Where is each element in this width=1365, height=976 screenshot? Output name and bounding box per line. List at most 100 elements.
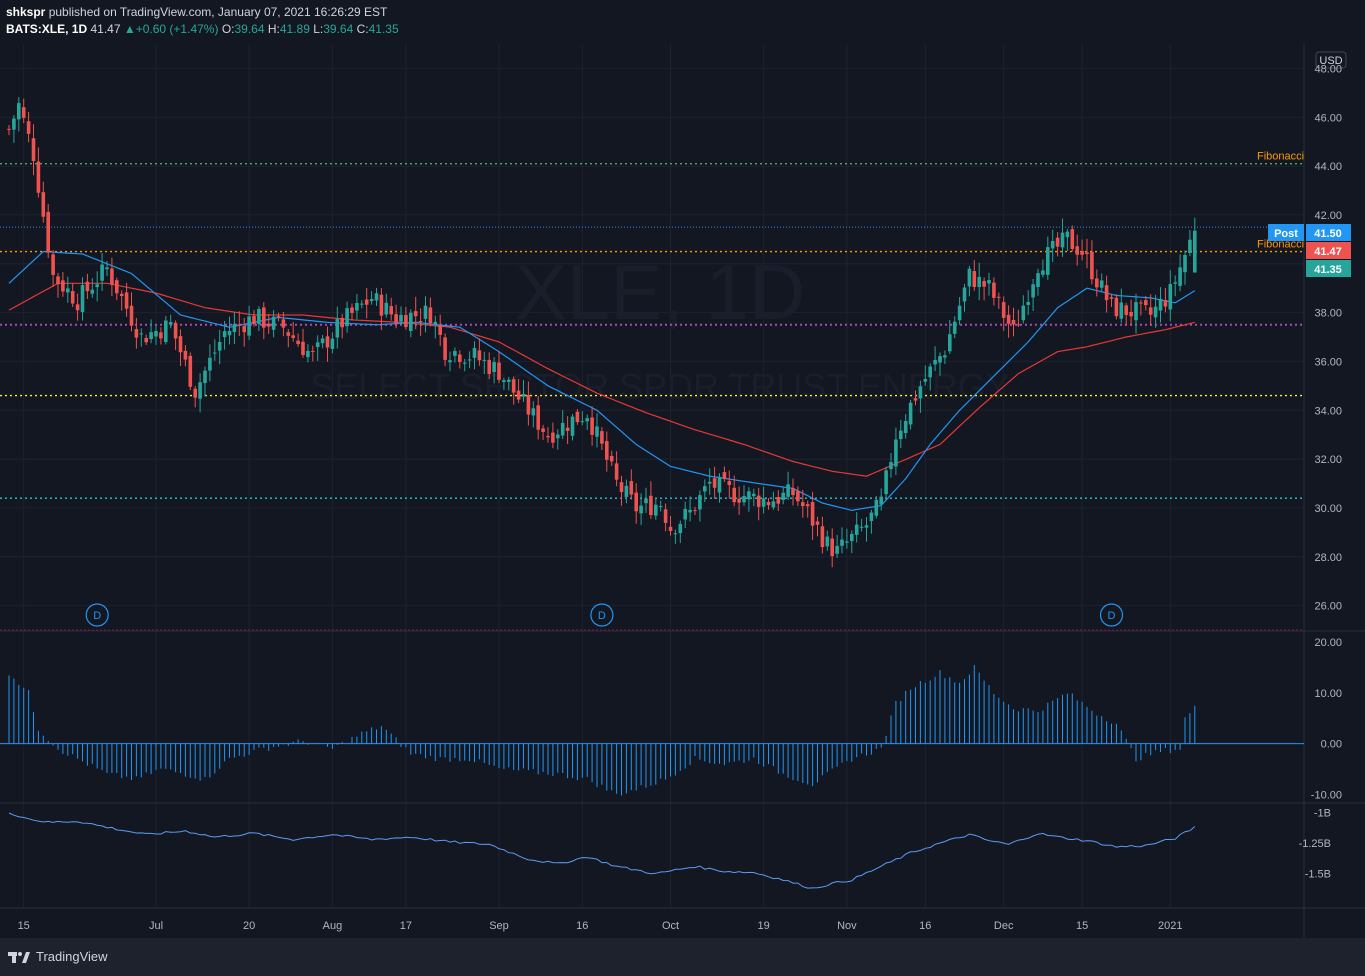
candle-body: [879, 496, 883, 505]
candle-body: [639, 505, 643, 514]
candle-body: [815, 521, 820, 525]
candle-body: [913, 398, 918, 401]
watermark-symbol: XLE, 1D: [515, 248, 805, 336]
candle-body: [1139, 302, 1143, 304]
candle-body: [952, 321, 957, 334]
candle-body: [595, 426, 599, 437]
candle-body: [1129, 311, 1133, 317]
fast-moving-average-line: [8, 250, 1196, 512]
candle-body: [1124, 305, 1128, 315]
price-tick-label: 36.00: [1314, 356, 1342, 368]
fibonacci-label: Fibonacci: [1257, 239, 1304, 251]
candle-body: [1006, 314, 1011, 324]
candle-body: [869, 512, 874, 522]
time-tick-label: Jul: [149, 920, 163, 932]
candle-body: [164, 320, 168, 342]
candle-body: [26, 121, 31, 134]
candle-body: [448, 360, 452, 363]
candle-body: [766, 502, 771, 506]
candle-body: [786, 484, 790, 497]
candle-body: [619, 482, 624, 493]
candle-body: [1026, 301, 1030, 305]
author-name[interactable]: shkspr: [6, 5, 46, 19]
candle-body: [193, 388, 197, 398]
candle-body: [805, 504, 810, 507]
candle-body: [776, 497, 781, 504]
low-value: 39.64: [323, 22, 354, 36]
candle-body: [957, 305, 962, 321]
candle-body: [46, 211, 50, 253]
candle-body: [580, 421, 585, 423]
candle-body: [1041, 270, 1045, 275]
candle-body: [575, 411, 580, 423]
time-tick-label: Aug: [323, 920, 343, 932]
grid-lines: [0, 44, 1365, 938]
candle-body: [1046, 247, 1050, 275]
candle-body: [1055, 237, 1060, 247]
candle-body: [178, 336, 183, 353]
candle-body: [335, 318, 340, 338]
candle-body: [717, 476, 722, 493]
open-label: O:: [221, 22, 235, 36]
price-tick-label: 46.00: [1314, 112, 1342, 124]
symbol-label[interactable]: BATS:XLE, 1D: [6, 22, 88, 36]
candle-body: [1158, 298, 1163, 311]
candle-body: [1114, 297, 1119, 317]
candle-body: [443, 337, 447, 360]
candle-body: [972, 271, 977, 287]
candle-body: [1183, 254, 1187, 273]
candle-body: [458, 354, 462, 363]
candle-body: [516, 390, 521, 400]
price-tick-label: 48.00: [1314, 63, 1342, 75]
candle-body: [1163, 300, 1168, 307]
candle-body: [340, 317, 344, 328]
publish-line: shkspr published on TradingView.com, Jan…: [6, 5, 387, 19]
candle-body: [213, 352, 217, 354]
chart-header: shkspr published on TradingView.com, Jan…: [0, 0, 1365, 44]
candle-body: [355, 302, 359, 311]
time-tick-label: Dec: [994, 920, 1014, 932]
candle-body: [428, 307, 433, 324]
candle-body: [70, 291, 75, 304]
last-price: 41.47: [90, 22, 121, 36]
candle-body: [119, 293, 124, 297]
candle-body: [369, 299, 374, 302]
time-tick-label: Sep: [489, 920, 509, 932]
candle-body: [570, 416, 575, 436]
obv-line: [8, 812, 1196, 889]
candle-body: [149, 332, 153, 340]
candle-body: [188, 355, 193, 387]
candle-body: [276, 316, 281, 318]
candle-body: [247, 316, 251, 336]
candle-body: [472, 347, 477, 358]
candle-body: [756, 495, 761, 507]
candle-body: [507, 379, 511, 382]
tradingview-icon: [8, 951, 30, 963]
candle-body: [423, 305, 428, 319]
candle-body: [330, 338, 335, 349]
candle-body: [453, 351, 457, 356]
candle-body: [1134, 302, 1138, 321]
candle-body: [21, 107, 26, 118]
time-tick-label: 16: [919, 920, 931, 932]
post-price-tag: [1306, 224, 1351, 241]
candle-body: [345, 308, 349, 327]
candle-body: [1070, 229, 1075, 249]
price-chart[interactable]: XLE, 1D SELECT SECTOR SPDR TRUST ENERGY F…: [0, 44, 1365, 938]
candle-body: [129, 305, 134, 326]
price-tick-label: 42.00: [1314, 210, 1342, 222]
candle-body: [541, 428, 545, 432]
close-price-value: 41.35: [1314, 264, 1342, 276]
macd-tick-label: 10.00: [1314, 688, 1342, 700]
time-tick-label: Nov: [837, 920, 857, 932]
axes: USD48.0046.0044.0042.0040.0038.0036.0034…: [18, 51, 1347, 932]
price-tags: Post 41.50 41.47 41.35: [1268, 224, 1351, 277]
candle-body: [771, 501, 776, 508]
close-label: C:: [356, 22, 369, 36]
footer-bar: TradingView: [0, 938, 1365, 976]
tradingview-logo[interactable]: TradingView: [8, 949, 108, 964]
candle-body: [614, 463, 619, 480]
candle-body: [992, 282, 996, 298]
candle-body: [668, 526, 673, 531]
candle-body: [105, 267, 109, 270]
